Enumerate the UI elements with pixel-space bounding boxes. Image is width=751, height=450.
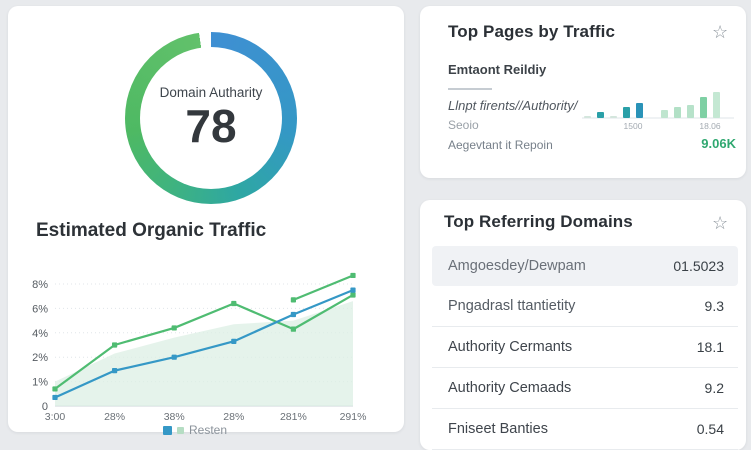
domain-label: Pngadrasl ttantietity [448, 298, 576, 314]
svg-text:291%: 291% [340, 411, 367, 423]
domain-authority-donut: Domain Autharity 78 [125, 32, 297, 204]
domain-value: 9.3 [704, 298, 724, 314]
top-pages-bar-chart: 1500 18.06 [582, 92, 734, 131]
organic-traffic-legend: Resten [20, 423, 370, 437]
referring-domain-row[interactable]: Amgoesdey/Dewpam 01.5023 [432, 246, 738, 286]
svg-text:4%: 4% [32, 328, 48, 340]
metric-divider [448, 88, 492, 90]
domain-value: 18.1 [696, 339, 724, 355]
svg-text:3:00: 3:00 [45, 411, 66, 423]
domain-label: Authority Cermants [448, 339, 573, 355]
svg-text:38%: 38% [164, 411, 185, 423]
svg-text:1500: 1500 [624, 121, 643, 131]
domain-value: 01.5023 [673, 258, 724, 274]
svg-text:1%: 1% [32, 377, 48, 389]
domain-authority-card: Domain Autharity 78 Estimated Organic Tr… [8, 6, 404, 437]
organic-traffic-line-chart: 0 1% 2% 4% 6% 8% 3:00 28% 38% 28% 281% 291% [32, 272, 367, 423]
svg-text:0: 0 [42, 401, 48, 413]
legend-swatch-green [176, 426, 184, 434]
referring-domain-row[interactable]: Pngadrasl ttantietity 9.3 [432, 286, 738, 327]
referring-domain-row[interactable]: Fniseet Banties 0.54 [432, 409, 738, 450]
favorite-star-icon[interactable]: ☆ [712, 213, 729, 233]
donut-center: Domain Autharity 78 [140, 47, 282, 189]
svg-text:28%: 28% [104, 411, 125, 423]
top-pages-total-value: 9.06K [701, 136, 736, 151]
svg-text:8%: 8% [32, 279, 48, 291]
domain-label: Amgoesdey/Dewpam [448, 258, 586, 274]
donut-label: Domain Autharity [159, 85, 263, 101]
referring-domain-row[interactable]: Authority Cemaads 9.2 [432, 368, 738, 409]
top-pages-metric-2: Llnpt firents//Authority/ [448, 98, 578, 113]
svg-text:2%: 2% [32, 352, 48, 364]
svg-text:281%: 281% [280, 411, 307, 423]
domain-value: 0.54 [696, 421, 724, 437]
referring-domains-list: Amgoesdey/Dewpam 01.5023 Pngadrasl ttant… [432, 246, 738, 450]
svg-text:6%: 6% [32, 303, 48, 315]
favorite-star-icon[interactable]: ☆ [712, 22, 729, 42]
top-pages-title: Top Pages by Traffic [448, 22, 616, 41]
svg-text:18.06: 18.06 [699, 121, 721, 131]
legend-swatch-teal [162, 425, 172, 435]
domain-label: Fniseet Banties [448, 421, 548, 437]
domain-value: 9.2 [704, 380, 724, 396]
top-pages-metric-4: Aegevtant it Repoin [448, 138, 553, 152]
donut-value: 78 [185, 100, 237, 153]
top-pages-card: Top Pages by Traffic ☆ Emtaont Reildiy L… [420, 6, 746, 178]
legend-label: Resten [188, 423, 228, 437]
svg-text:28%: 28% [223, 411, 244, 423]
referring-domains-title: Top Referring Domains [444, 212, 633, 231]
domain-label: Authority Cemaads [448, 380, 572, 396]
top-pages-metric-1: Emtaont Reildiy [448, 62, 547, 77]
referring-domains-card: Top Referring Domains ☆ Amgoesdey/Dewpam… [420, 200, 746, 450]
top-pages-metric-3: Seoio [448, 118, 479, 132]
referring-domain-row[interactable]: Authority Cermants 18.1 [432, 327, 738, 368]
organic-traffic-title: Estimated Organic Traffic [36, 220, 267, 241]
